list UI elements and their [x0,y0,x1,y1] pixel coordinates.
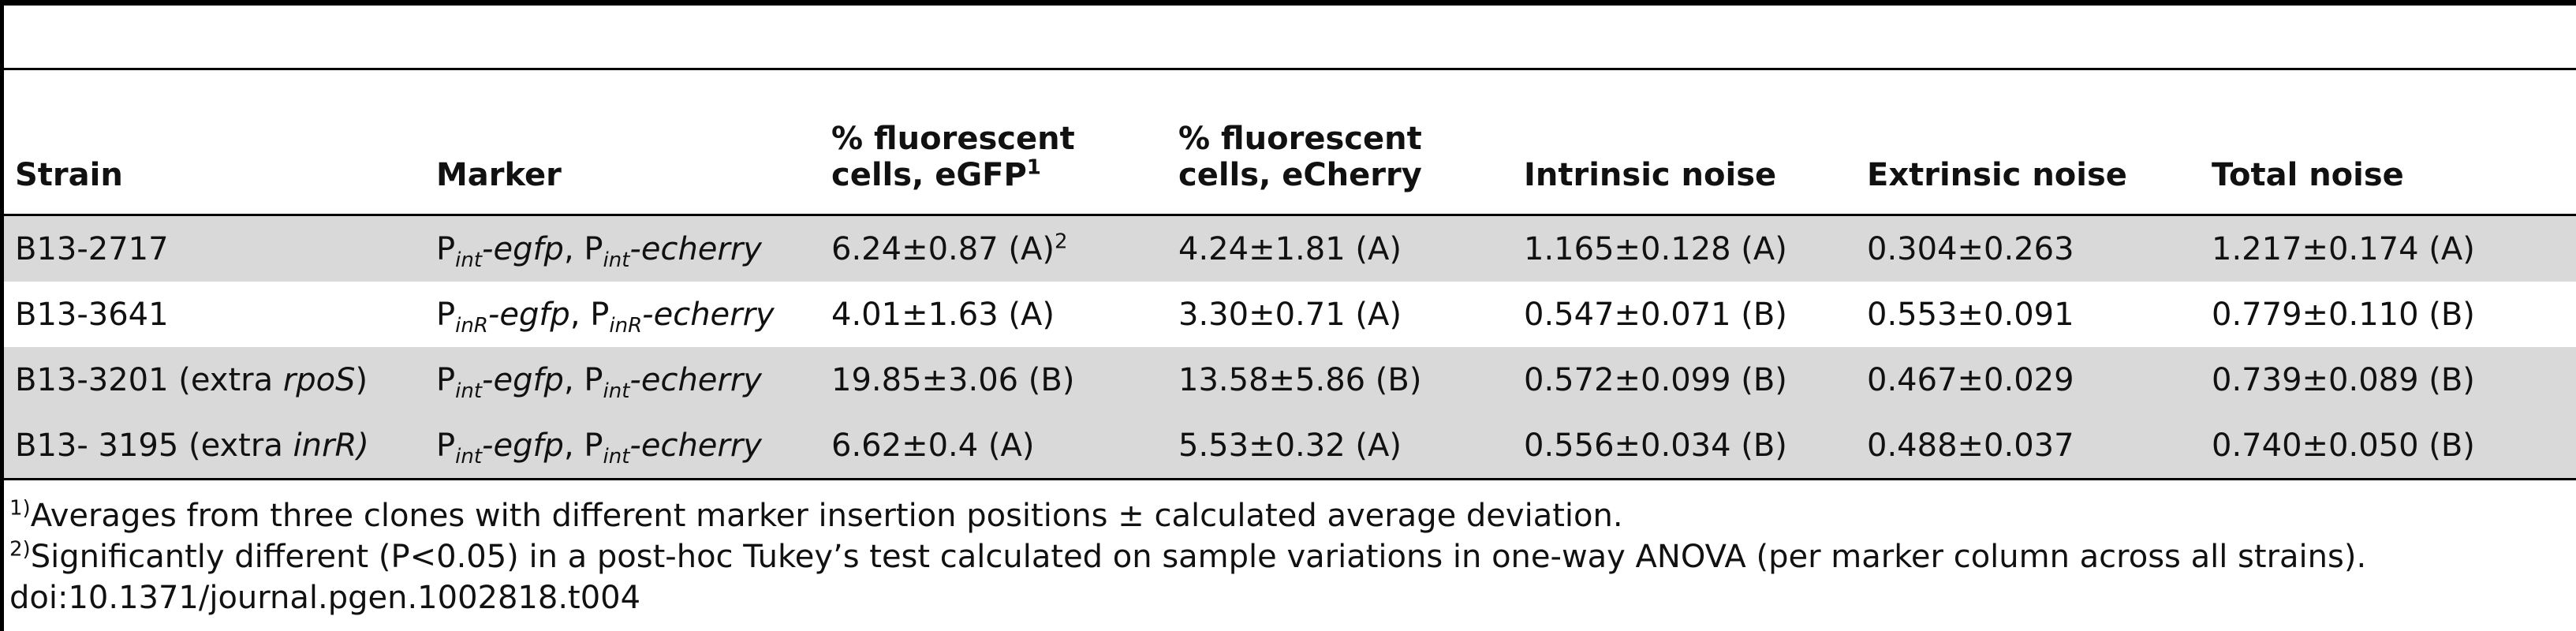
cell-intrinsic: 0.572±0.099 (B) [1513,347,1856,413]
cell-egfp: 4.01±1.63 (A) [831,296,1055,333]
col-header-egfp: % fluorescent cells, eGFP1 [831,121,1075,193]
col-header-total: Total noise [2212,157,2404,193]
cell-strain: B13- 3195 (extra inrR) [4,413,425,480]
top-border-rule [0,0,2576,6]
cell-intrinsic: 0.556±0.034 (B) [1513,413,1856,480]
col-header-extrinsic: Extrinsic noise [1867,157,2127,193]
cell-egfp: 19.85±3.06 (B) [820,347,1167,413]
cell-strain: B13-2717 [4,215,425,282]
table-row: B13- 3195 (extra inrR) Pint-egfp, Pint-e… [4,413,2576,480]
table-row: B13-3641 PinR-egfp, PinR-echerry 4.01±1.… [4,282,2576,347]
table-footnotes: 1)Averages from three clones with differ… [9,495,2565,618]
table-row: B13-2717 Pint-egfp, Pint-echerry 6.24±0.… [4,215,2576,282]
footnote-ref: 2 [1054,230,1068,254]
data-table: Strain Marker % fluorescent cells, eGFP1… [4,69,2576,480]
cell-strain: B13-3641 [15,296,169,333]
cell-marker: Pint-egfp, Pint-echerry [425,347,820,413]
header-row: Strain Marker % fluorescent cells, eGFP1… [4,69,2576,215]
cell-intrinsic: 0.547±0.071 (B) [1524,296,1787,333]
footnote-2: 2)Significantly different (P<0.05) in a … [9,537,2367,575]
cell-extrinsic: 0.553±0.091 [1867,296,2074,333]
cell-total: 1.217±0.174 (A) [2201,215,2576,282]
cell-total: 0.739±0.089 (B) [2201,347,2576,413]
cell-egfp: 6.62±0.4 (A) [820,413,1167,480]
cell-extrinsic: 0.467±0.029 [1856,347,2201,413]
cell-total: 0.740±0.050 (B) [2201,413,2576,480]
cell-extrinsic: 0.304±0.263 [1856,215,2201,282]
cell-egfp: 6.24±0.87 (A)2 [820,215,1167,282]
cell-echerry: 13.58±5.86 (B) [1167,347,1513,413]
col-header-echerry: % fluorescent cells, eCherry [1178,121,1422,193]
cell-marker: PinR-egfp, PinR-echerry [436,296,775,338]
header-top-rule [4,68,2576,70]
left-border-rule [0,0,4,631]
cell-extrinsic: 0.488±0.037 [1856,413,2201,480]
footnote-ref: 1 [1026,155,1041,180]
col-header-strain: Strain [15,157,123,193]
cell-total: 0.779±0.110 (B) [2212,296,2475,333]
cell-strain: B13-3201 (extra rpoS) [4,347,425,413]
cell-marker: Pint-egfp, Pint-echerry [425,413,820,480]
cell-marker: Pint-egfp, Pint-echerry [425,215,820,282]
footnote-1: 1)Averages from three clones with differ… [9,496,1623,534]
table-row: B13-3201 (extra rpoS) Pint-egfp, Pint-ec… [4,347,2576,413]
cell-intrinsic: 1.165±0.128 (A) [1513,215,1856,282]
col-header-intrinsic: Intrinsic noise [1524,157,1777,193]
col-header-marker: Marker [436,157,562,193]
cell-echerry: 4.24±1.81 (A) [1167,215,1513,282]
cell-echerry: 5.53±0.32 (A) [1167,413,1513,480]
doi-line: doi:10.1371/journal.pgen.1002818.t004 [9,580,641,616]
cell-echerry: 3.30±0.71 (A) [1178,296,1402,333]
